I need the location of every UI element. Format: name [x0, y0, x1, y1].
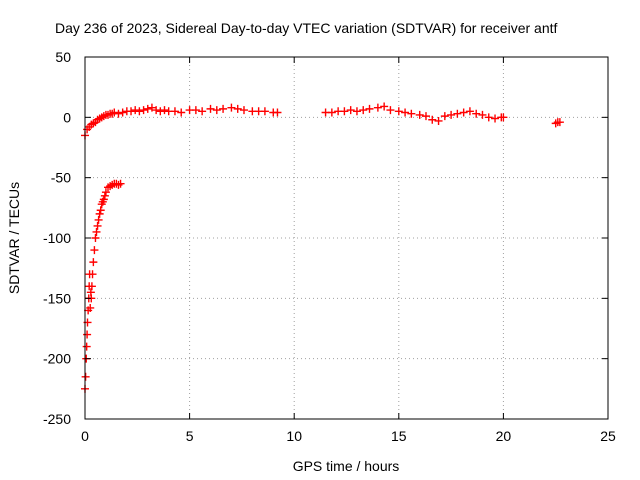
data-point: [555, 118, 564, 127]
data-point: [116, 179, 125, 188]
chart-title: Day 236 of 2023, Sidereal Day-to-day VTE…: [55, 20, 558, 36]
data-point: [359, 106, 368, 115]
x-tick-label: 10: [286, 428, 302, 444]
data-point: [147, 103, 156, 112]
data-point: [327, 108, 336, 117]
data-point: [139, 106, 148, 115]
y-tick-label: -100: [43, 230, 71, 246]
data-point: [340, 107, 349, 116]
data-point: [89, 258, 98, 267]
data-point: [86, 303, 95, 312]
y-tick-labels: -250 -200 -150 -100 -50 0 50: [43, 49, 71, 427]
data-point: [491, 114, 500, 123]
data-point: [219, 104, 228, 113]
data-point: [394, 107, 403, 116]
data-point: [110, 108, 119, 117]
data-point: [160, 106, 169, 115]
y-tick-label: -250: [43, 411, 71, 427]
x-tick-label: 25: [600, 428, 616, 444]
data-point: [472, 109, 481, 118]
y-tick-label: 0: [63, 109, 71, 125]
data-point: [273, 108, 282, 117]
data-point: [191, 106, 200, 115]
data-point: [170, 107, 179, 116]
data-point: [499, 113, 508, 122]
x-tick-label: 5: [186, 428, 194, 444]
data-point: [407, 109, 416, 118]
data-point: [260, 107, 269, 116]
data-point: [127, 107, 136, 116]
x-tick-labels: 0 5 10 15 20 25: [81, 428, 616, 444]
tick-marks: [84, 56, 609, 420]
data-point: [346, 106, 355, 115]
data-point: [233, 104, 242, 113]
y-tick-label: -50: [51, 170, 71, 186]
data-point: [428, 115, 437, 124]
x-tick-label: 0: [81, 428, 89, 444]
data-point: [551, 119, 560, 128]
data-point: [156, 107, 165, 116]
data-point: [143, 104, 152, 113]
x-tick-label: 20: [496, 428, 512, 444]
data-point: [91, 234, 100, 242]
data-points: [81, 102, 564, 393]
data-point: [415, 110, 424, 119]
data-point: [227, 103, 236, 112]
data-point: [447, 110, 456, 119]
data-point: [373, 103, 382, 112]
data-point: [440, 112, 449, 121]
data-point: [386, 106, 395, 115]
data-point: [212, 106, 221, 115]
data-point: [365, 104, 374, 113]
data-point: [114, 180, 123, 189]
data-point: [152, 106, 161, 115]
y-axis-title: SDTVAR / TECUs: [6, 182, 22, 294]
data-point: [114, 109, 123, 118]
x-tick-label: 15: [391, 428, 407, 444]
data-point: [95, 209, 104, 218]
data-point: [401, 108, 410, 117]
data-point: [99, 195, 108, 204]
data-point: [434, 116, 443, 125]
data-point: [206, 104, 215, 113]
data-point: [352, 107, 361, 116]
data-point: [82, 342, 91, 351]
data-point: [81, 372, 90, 381]
data-point: [100, 191, 109, 200]
data-point: [198, 107, 207, 116]
data-point: [459, 108, 468, 117]
x-axis-title: GPS time / hours: [293, 458, 400, 474]
y-tick-label: -200: [43, 351, 71, 367]
data-point: [177, 108, 186, 117]
y-tick-label: -150: [43, 290, 71, 306]
data-point: [83, 330, 92, 339]
data-point: [96, 206, 105, 215]
data-point: [92, 227, 101, 236]
data-point: [88, 270, 97, 279]
data-point: [453, 109, 462, 118]
data-point: [421, 112, 430, 121]
data-point: [89, 119, 98, 128]
data-point: [118, 108, 127, 117]
data-point: [101, 188, 110, 197]
y-tick-label: 50: [55, 49, 71, 65]
data-point: [94, 215, 103, 224]
data-point: [135, 107, 144, 116]
data-point: [380, 102, 389, 111]
data-point: [87, 282, 96, 291]
data-point: [131, 106, 140, 115]
data-point: [90, 246, 99, 255]
data-point: [465, 107, 474, 116]
data-point: [478, 110, 487, 119]
data-point: [484, 113, 493, 122]
data-point: [93, 221, 102, 230]
data-point: [239, 106, 248, 115]
